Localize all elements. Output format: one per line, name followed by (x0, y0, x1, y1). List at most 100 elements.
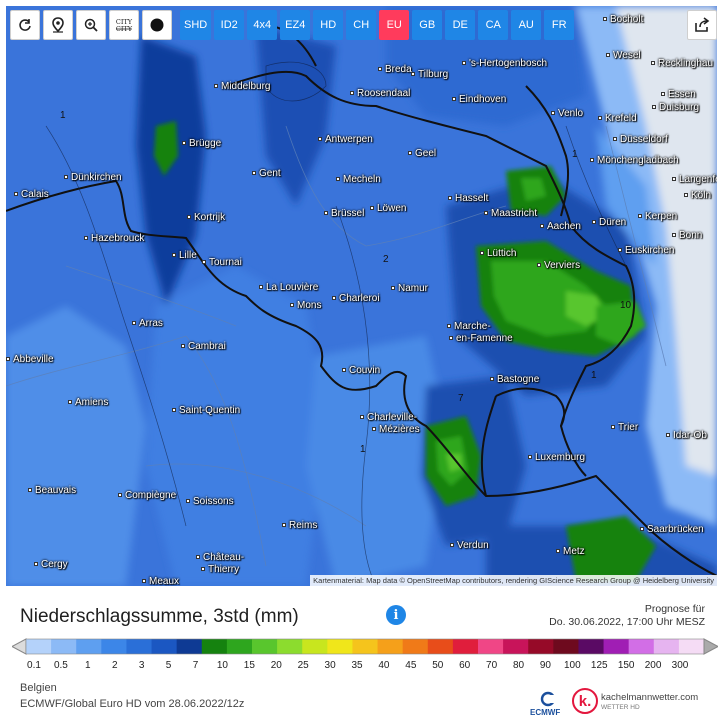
city-label: Langenfel (672, 174, 717, 185)
city-label: Calais (14, 189, 49, 200)
kachelmann-logo: k. (572, 688, 598, 714)
scale-tick-label: 50 (432, 660, 444, 671)
scale-color-segment (51, 639, 77, 654)
brand-subtitle: WETTER HD (601, 704, 640, 711)
city-label: Namur (391, 283, 428, 294)
legend-title: Niederschlagssumme, 3std (mm) (20, 606, 299, 627)
region-button-ez4[interactable]: EZ4 (280, 10, 311, 40)
city-label: Lüttich (480, 248, 516, 259)
region-button-ca[interactable]: CA (478, 10, 509, 40)
city-toggle-button[interactable]: CITY CITY (109, 10, 139, 40)
region-button-au[interactable]: AU (511, 10, 542, 40)
region-button-fr[interactable]: FR (544, 10, 575, 40)
scale-color-segment (76, 639, 102, 654)
scale-color-segment (101, 639, 127, 654)
city-label: Cergy (34, 559, 68, 570)
scale-color-segment (678, 639, 705, 654)
scale-color-segment (327, 639, 353, 654)
refresh-button[interactable] (10, 10, 40, 40)
city-label: Geel (408, 148, 436, 159)
region-button-4x4[interactable]: 4x4 (247, 10, 278, 40)
forecast-time: Do. 30.06.2022, 17:00 Uhr MESZ (549, 616, 705, 628)
info-icon[interactable]: i (386, 605, 406, 625)
marker-toggle-button[interactable] (142, 10, 172, 40)
scale-tick-label: 10 (216, 660, 228, 671)
city-label: Brügge (182, 138, 221, 149)
city-label: Düren (592, 217, 626, 228)
contour-value-label: 2 (383, 254, 389, 265)
map-attribution: Kartenmaterial: Map data © OpenStreetMap… (310, 575, 717, 586)
city-label: Wesel (606, 50, 641, 61)
scale-color-segment (653, 639, 680, 654)
scale-overflow-arrow (703, 638, 718, 655)
region-button-shd[interactable]: SHD (180, 10, 212, 40)
city-label: Kortrijk (187, 212, 225, 223)
scale-tick-label: 20 (270, 660, 282, 671)
contour-value-label: 1 (60, 110, 66, 121)
scale-tick-label: 35 (351, 660, 363, 671)
contour-value-label: 1 (572, 149, 578, 160)
zoom-button[interactable] (76, 10, 106, 40)
brand-name: kachelmannwetter.com (601, 692, 699, 703)
region-button-de[interactable]: DE (445, 10, 476, 40)
city-label: Amiens (68, 397, 108, 408)
scale-color-segment (578, 639, 605, 654)
city-label: Soissons (186, 496, 234, 507)
scale-color-segment (528, 639, 554, 654)
city-label: Köln (684, 190, 711, 201)
city-label: Hazebrouck (84, 233, 144, 244)
city-label: Antwerpen (318, 134, 373, 145)
city-label: en-Famenne (449, 333, 513, 344)
city-label: Château- (196, 552, 244, 563)
city-label: La Louvière (259, 282, 318, 293)
city-label: Euskirchen (618, 245, 674, 256)
city-label: Lille (172, 250, 197, 261)
color-scale-ticks: 0.1 0.5 1 2 3 5 7 10 15 20 25 30 35 40 45 50 60 70 80 90 100… (0, 660, 723, 674)
scale-color-segment (26, 639, 52, 654)
scale-underflow-arrow (12, 638, 27, 655)
city-label: Metz (556, 546, 585, 557)
scale-tick-label: 3 (138, 660, 145, 671)
scale-color-segment (427, 639, 454, 654)
precipitation-color-scale (12, 638, 718, 655)
region-button-id2[interactable]: ID2 (214, 10, 245, 40)
city-label: Maastricht (484, 208, 537, 219)
city-label: Brüssel (324, 208, 364, 219)
city-label: Couvin (342, 365, 380, 376)
scale-tick-label: 1 (85, 660, 91, 671)
scale-tick-label: 25 (297, 660, 309, 671)
scale-tick-label: 150 (617, 660, 635, 671)
city-label: Kerpen (638, 211, 677, 222)
city-label: Luxemburg (528, 452, 585, 463)
scale-color-segment (252, 639, 278, 654)
city-label: Reims (282, 520, 317, 531)
scale-color-segment (226, 639, 253, 654)
scale-color-segment (603, 639, 630, 654)
scale-color-segment (126, 639, 153, 654)
precipitation-map[interactable]: Breda Tilburg 's-Hertogenbosch Bocholt W… (6, 6, 717, 586)
region-button-gb[interactable]: GB (412, 10, 443, 40)
city-label: Thierry (201, 564, 239, 575)
share-icon (695, 17, 710, 32)
forecast-label: Prognose für (644, 603, 705, 615)
region-button-hd[interactable]: HD (313, 10, 344, 40)
location-button[interactable] (43, 10, 73, 40)
share-button[interactable] (687, 10, 717, 40)
scale-color-segment (277, 639, 303, 654)
scale-color-segment (201, 639, 228, 654)
city-label: Cambrai (181, 341, 226, 352)
city-label: Mecheln (336, 174, 381, 185)
city-label: Verviers (537, 260, 580, 271)
city-label: Charleroi (332, 293, 380, 304)
city-label: Dünkirchen (64, 172, 122, 183)
scale-tick-label: 7 (192, 660, 199, 671)
city-label: Mons (290, 300, 321, 311)
region-button-eu[interactable]: EU (379, 10, 410, 40)
scale-tick-label: 60 (459, 660, 471, 671)
scale-color-segment (377, 639, 404, 654)
ecmwf-label: ECMWF (530, 708, 561, 717)
scale-tick-label: 30 (324, 660, 336, 671)
contour-value-label: 7 (458, 393, 464, 404)
region-button-ch[interactable]: CH (346, 10, 377, 40)
